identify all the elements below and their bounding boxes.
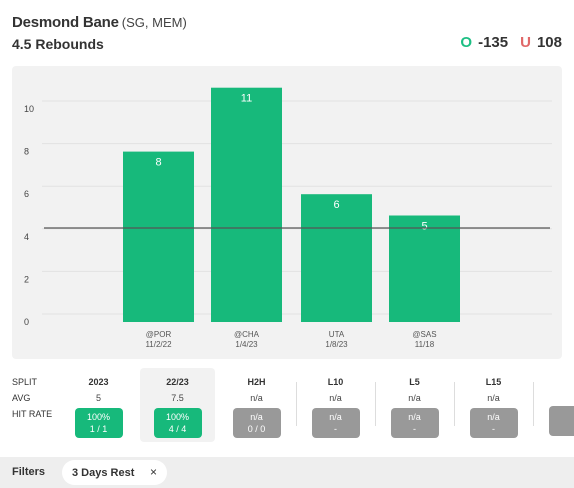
filters-label: Filters [12,466,46,478]
filter-chip-3-days-rest[interactable]: 3 Days Rest × [62,460,167,485]
filter-chip-label: 3 Days Rest [72,466,135,479]
hit-rate-badge: n/a - [469,408,518,438]
split-label: L10 [327,377,344,387]
hit-rate-badge: 100% 4 / 4 [153,408,202,438]
column-divider [533,382,534,426]
under-odds[interactable]: 108 [536,34,562,51]
hit-rate-count: - [334,424,337,434]
row-label-split: SPLIT [12,377,38,387]
split-avg: n/a [408,393,421,403]
hit-rate-count: - [413,424,416,434]
split-avg: 7.5 [171,393,184,403]
hit-rate-percent: n/a [329,412,342,422]
x-tick-label: @POR [146,330,172,339]
y-tick-label: 2 [24,274,29,284]
split-column-l15[interactable]: L15 n/a n/a - [456,368,531,442]
split-avg: n/a [487,393,500,403]
close-icon[interactable]: × [149,465,157,479]
hit-rate-percent: n/a [408,412,421,422]
column-divider [454,382,455,426]
x-date-label: 1/8/23 [325,340,348,349]
bar [389,215,460,322]
split-column-h2h[interactable]: H2H n/a n/a 0 / 0 [219,368,294,442]
split-label: L5 [409,377,420,387]
x-tick-label: UTA [329,330,345,339]
y-tick-label: 8 [24,147,29,157]
hit-rate-badge-partial [549,406,574,436]
prop-header: Desmond Bane (SG, MEM) 4.5 Rebounds O -13… [12,12,562,56]
bar-value-label: 8 [155,157,161,169]
over-odds[interactable]: -135 [478,34,509,51]
split-avg: 5 [95,393,101,403]
filters-bar: Filters 3 Days Rest × [0,457,574,488]
hit-rate-percent: n/a [487,412,500,422]
hit-rate-count: 1 / 1 [89,424,108,434]
split-column-22-23[interactable]: 22/23 7.5 100% 4 / 4 [140,368,215,442]
row-label-hit-rate: HIT RATE [12,409,53,419]
split-label: H2H [247,377,266,387]
x-tick-label: @SAS [412,330,436,339]
split-column-l10[interactable]: L10 n/a n/a - [298,368,373,442]
bar [301,194,372,322]
hit-rate-count: 4 / 4 [168,424,187,434]
split-column-2023[interactable]: 2023 5 100% 1 / 1 [61,368,136,442]
column-divider [296,382,297,426]
split-column-l5[interactable]: L5 n/a n/a - [377,368,452,442]
player-position: (SG, MEM) [121,15,187,30]
column-divider [375,382,376,426]
splits-row-labels: SPLIT AVG HIT RATE [12,374,52,422]
row-label-avg: AVG [12,393,31,403]
bar-value-label: 5 [421,221,427,233]
y-tick-label: 6 [24,189,29,199]
bar-value-label: 6 [333,199,339,211]
under-label: U [520,34,531,51]
split-label: 22/23 [166,377,189,387]
split-avg: n/a [250,393,263,403]
y-tick-label: 4 [24,232,29,242]
prop-title: 4.5 Rebounds [12,36,104,52]
split-label: L15 [485,377,502,387]
y-tick-label: 0 [24,317,29,327]
odds-display: O -135 U 108 [460,34,562,51]
hit-rate-count: 0 / 0 [247,424,266,434]
hit-rate-badge: n/a 0 / 0 [232,408,281,438]
split-avg: n/a [329,393,342,403]
x-date-label: 1/4/23 [235,340,258,349]
splits-table: SPLIT AVG HIT RATE 2023 5 100% 1 / 1 22/… [0,368,574,448]
hit-rate-count: - [492,424,495,434]
split-label: 2023 [88,377,109,387]
hit-rate-badge: 100% 1 / 1 [74,408,123,438]
rebounds-bar-chart: 0 2 4 6 8 10 8 @POR 11/2/22 11 @CHA 1/4/23 6 UTA 1/8/2… [12,66,562,359]
hit-rate-percent: 100% [165,412,190,422]
bar [211,87,282,322]
player-line: Desmond Bane (SG, MEM) [12,14,187,32]
hit-rate-percent: n/a [250,412,263,422]
x-date-label: 11/2/22 [145,340,172,349]
y-tick-label: 10 [24,104,34,114]
x-date-label: 11/18 [415,340,435,349]
hit-rate-percent: 100% [86,412,111,422]
hit-rate-badge: n/a - [390,408,439,438]
player-name[interactable]: Desmond Bane [12,14,119,31]
bar [123,151,194,322]
hit-rate-badge: n/a - [311,408,360,438]
x-tick-label: @CHA [234,330,260,339]
over-label: O [460,34,473,51]
bar-value-label: 11 [241,93,252,105]
